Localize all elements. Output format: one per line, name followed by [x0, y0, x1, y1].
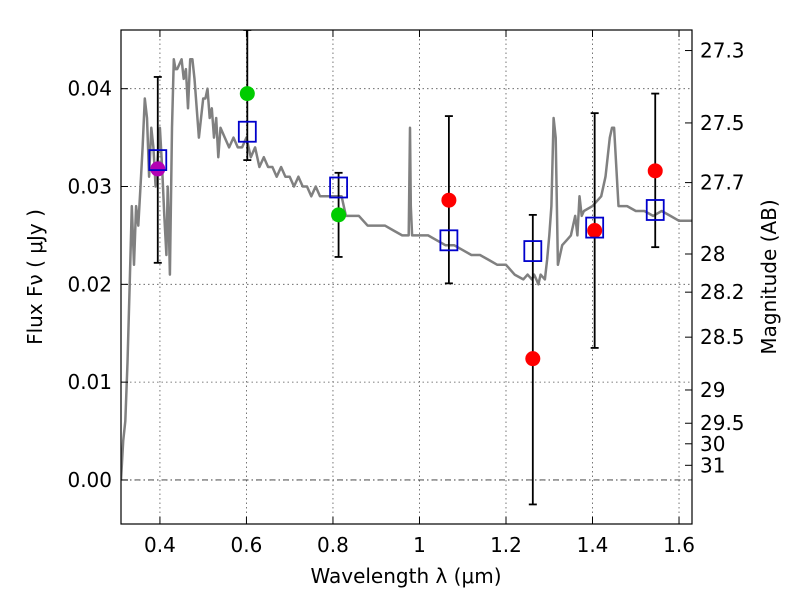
model-point [645, 199, 665, 221]
x-tick-label: 1.4 [577, 533, 609, 557]
model-point [148, 149, 168, 172]
tick-layer: 0.4 0.6 0.8 1 1.2 1.4 1.6 0.00 0.01 0.02 0.03 0.04 2… [67, 30, 745, 557]
observed-point [331, 207, 347, 223]
observed-point [525, 351, 541, 367]
plot-frame [120, 29, 693, 525]
right-axis-label: Magnitude (AB) [757, 199, 781, 354]
y-tick-label: 0.01 [67, 370, 112, 394]
x-tick-label: 1 [413, 533, 426, 557]
magnitude-tick-label: 28.5 [700, 325, 745, 349]
x-axis-label: Wavelength λ (μm) [310, 564, 501, 588]
magnitude-tick-label: 28 [700, 242, 725, 266]
magnitude-tick-label: 29 [700, 378, 725, 402]
x-tick-label: 1.2 [490, 533, 522, 557]
model-point [439, 229, 459, 252]
model-layer [148, 120, 665, 262]
y-tick-label: 0.02 [67, 272, 112, 296]
observed-layer [150, 86, 663, 367]
magnitude-tick-label: 30 [700, 432, 725, 456]
model-point [585, 216, 605, 239]
magnitude-tick-label: 27.7 [700, 171, 745, 195]
x-tick-label: 1.6 [663, 533, 695, 557]
grid-layer [121, 30, 692, 524]
observed-point [441, 192, 457, 208]
magnitude-tick-label: 29.5 [700, 411, 745, 435]
model-point [329, 176, 348, 199]
model-point [237, 120, 257, 143]
observed-point [647, 163, 663, 179]
template-spectrum-line [121, 58, 692, 481]
x-tick-label: 0.4 [144, 533, 176, 557]
observed-point [587, 223, 603, 239]
x-tick-label: 0.6 [231, 533, 263, 557]
magnitude-tick-label: 27.3 [700, 39, 745, 63]
y-tick-label: 0.03 [67, 175, 112, 199]
magnitude-tick-label: 28.2 [700, 280, 745, 304]
observed-point [150, 161, 166, 177]
observed-point [239, 86, 255, 102]
magnitude-tick-label: 27.5 [700, 111, 745, 135]
x-tick-label: 0.8 [317, 533, 349, 557]
y-axis-label: Flux Fν ( μJy ) [23, 209, 47, 345]
y-tick-label: 0.00 [67, 468, 112, 492]
errorbar-layer [153, 30, 660, 506]
model-point [523, 240, 543, 262]
magnitude-tick-label: 31 [700, 453, 725, 477]
y-tick-label: 0.04 [67, 77, 112, 101]
